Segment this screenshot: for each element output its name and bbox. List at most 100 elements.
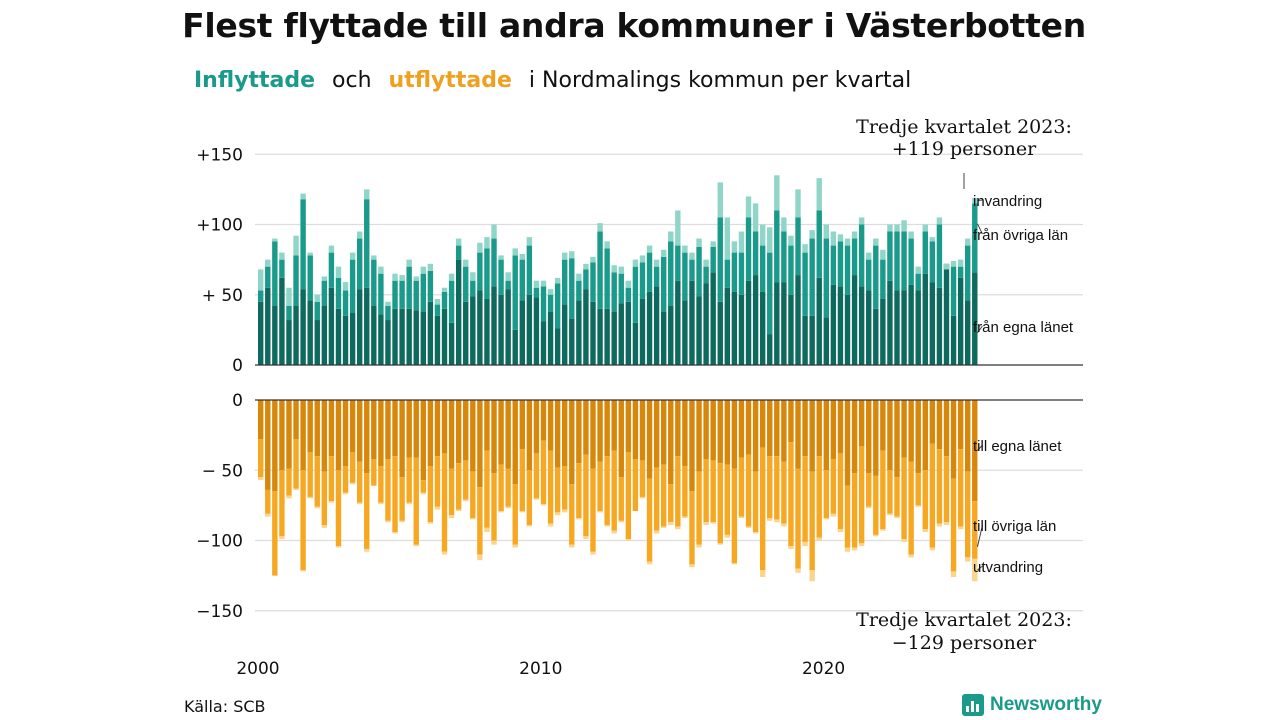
bar-in-immigration <box>880 249 886 260</box>
bar-out-other-counties <box>455 463 462 510</box>
bar-in-immigration <box>816 178 822 211</box>
x-tick-label: 2000 <box>236 659 279 679</box>
bar-in-immigration <box>526 237 533 246</box>
bar-out-own-county <box>505 400 511 469</box>
bar-in-other-counties <box>491 238 497 287</box>
bar-in-immigration <box>873 238 879 246</box>
bar-out-emigration <box>759 570 766 578</box>
bar-out-own-county <box>668 400 674 485</box>
bar-in-own-county <box>356 289 363 365</box>
bar-in-other-counties <box>866 259 872 291</box>
bar-out-other-counties <box>710 460 716 523</box>
bar-out-own-county <box>894 400 900 478</box>
bar-in-immigration <box>455 238 462 246</box>
bar-in-immigration <box>689 252 695 260</box>
bar-in-immigration <box>349 252 356 260</box>
leader-line <box>977 565 983 571</box>
bar-out-emigration <box>356 502 363 504</box>
bar-in-immigration <box>413 276 419 281</box>
bar-in-own-county <box>611 311 617 365</box>
bar-out-emigration <box>809 570 815 582</box>
bar-in-own-county <box>286 320 292 365</box>
bar-in-other-counties <box>371 259 377 306</box>
bar-in-immigration <box>774 175 780 211</box>
brand[interactable]: Newsworthy <box>962 694 1102 716</box>
bar-in-immigration <box>908 231 914 239</box>
bar-in-other-counties <box>448 280 455 323</box>
bar-out-other-counties <box>844 485 851 548</box>
bar-in-immigration <box>759 224 766 246</box>
bar-in-immigration <box>830 231 837 246</box>
bar-out-other-counties <box>929 443 936 548</box>
bar-out-own-county <box>576 400 582 464</box>
subtitle-rest: i Nordmalings kommun per kvartal <box>528 68 912 93</box>
bar-in-immigration <box>448 273 455 281</box>
bar-out-other-counties <box>972 501 978 559</box>
bar-in-other-counties <box>342 290 349 316</box>
bar-in-immigration <box>286 287 292 306</box>
bar-in-other-counties <box>908 238 914 285</box>
bar-in-own-county <box>484 298 490 365</box>
leader-line <box>977 325 983 333</box>
bar-out-own-county <box>420 400 427 481</box>
bar-out-own-county <box>258 400 264 440</box>
bar-out-other-counties <box>392 456 398 533</box>
bar-in-immigration <box>279 252 285 260</box>
bar-in-other-counties <box>802 252 808 316</box>
bar-out-own-county <box>738 400 745 458</box>
bar-out-emigration <box>689 564 695 568</box>
bar-in-own-county <box>639 298 646 365</box>
bar-out-emigration <box>957 526 964 530</box>
bar-out-other-counties <box>441 453 448 552</box>
bar-in-own-county <box>533 297 540 365</box>
bar-in-immigration <box>434 298 441 305</box>
bar-out-emigration <box>851 547 858 551</box>
bar-out-emigration <box>724 534 731 538</box>
bar-out-other-counties <box>957 449 964 527</box>
bar-out-other-counties <box>858 446 865 544</box>
bar-in-other-counties <box>328 252 335 288</box>
bar-in-own-county <box>427 301 434 365</box>
bar-in-other-counties <box>258 290 264 302</box>
bar-out-own-county <box>470 400 476 472</box>
bar-in-immigration <box>809 230 815 239</box>
bar-out-other-counties <box>873 475 879 535</box>
bar-out-own-county <box>314 400 320 457</box>
bar-out-emigration <box>611 530 617 534</box>
bar-in-own-county <box>731 291 738 365</box>
bar-in-own-county <box>936 287 943 365</box>
bar-out-other-counties <box>887 470 893 514</box>
bar-in-other-counties <box>880 259 886 299</box>
bar-out-own-county <box>448 400 455 469</box>
bar-out-other-counties <box>300 470 306 571</box>
bar-out-emigration <box>816 537 822 541</box>
bar-out-other-counties <box>774 456 780 520</box>
bar-out-emigration <box>802 541 808 547</box>
bar-out-emigration <box>625 539 632 541</box>
bar-out-own-county <box>696 400 702 472</box>
bar-out-own-county <box>632 400 639 460</box>
bar-out-emigration <box>795 568 801 573</box>
bar-out-other-counties <box>399 477 405 521</box>
bar-out-emigration <box>526 525 533 527</box>
bar-out-own-county <box>866 400 872 474</box>
bar-in-immigration <box>590 256 596 263</box>
bar-in-other-counties <box>286 305 292 321</box>
bar-in-own-county <box>752 275 759 365</box>
bar-in-immigration <box>752 203 759 232</box>
bar-in-other-counties <box>512 255 518 330</box>
bar-out-emigration <box>901 539 907 542</box>
bar-in-other-counties <box>752 231 759 276</box>
bar-out-emigration <box>781 523 787 527</box>
bar-in-immigration <box>823 224 829 239</box>
bar-in-own-county <box>364 287 370 365</box>
bar-in-own-county <box>258 301 264 365</box>
bar-in-immigration <box>802 244 808 253</box>
bar-in-immigration <box>668 231 674 242</box>
bar-out-other-counties <box>908 461 914 555</box>
bar-in-other-counties <box>293 255 299 306</box>
bar-out-other-counties <box>915 473 921 506</box>
bar-out-other-counties <box>936 449 943 524</box>
bar-in-immigration <box>710 241 716 247</box>
bar-in-immigration <box>682 245 688 253</box>
